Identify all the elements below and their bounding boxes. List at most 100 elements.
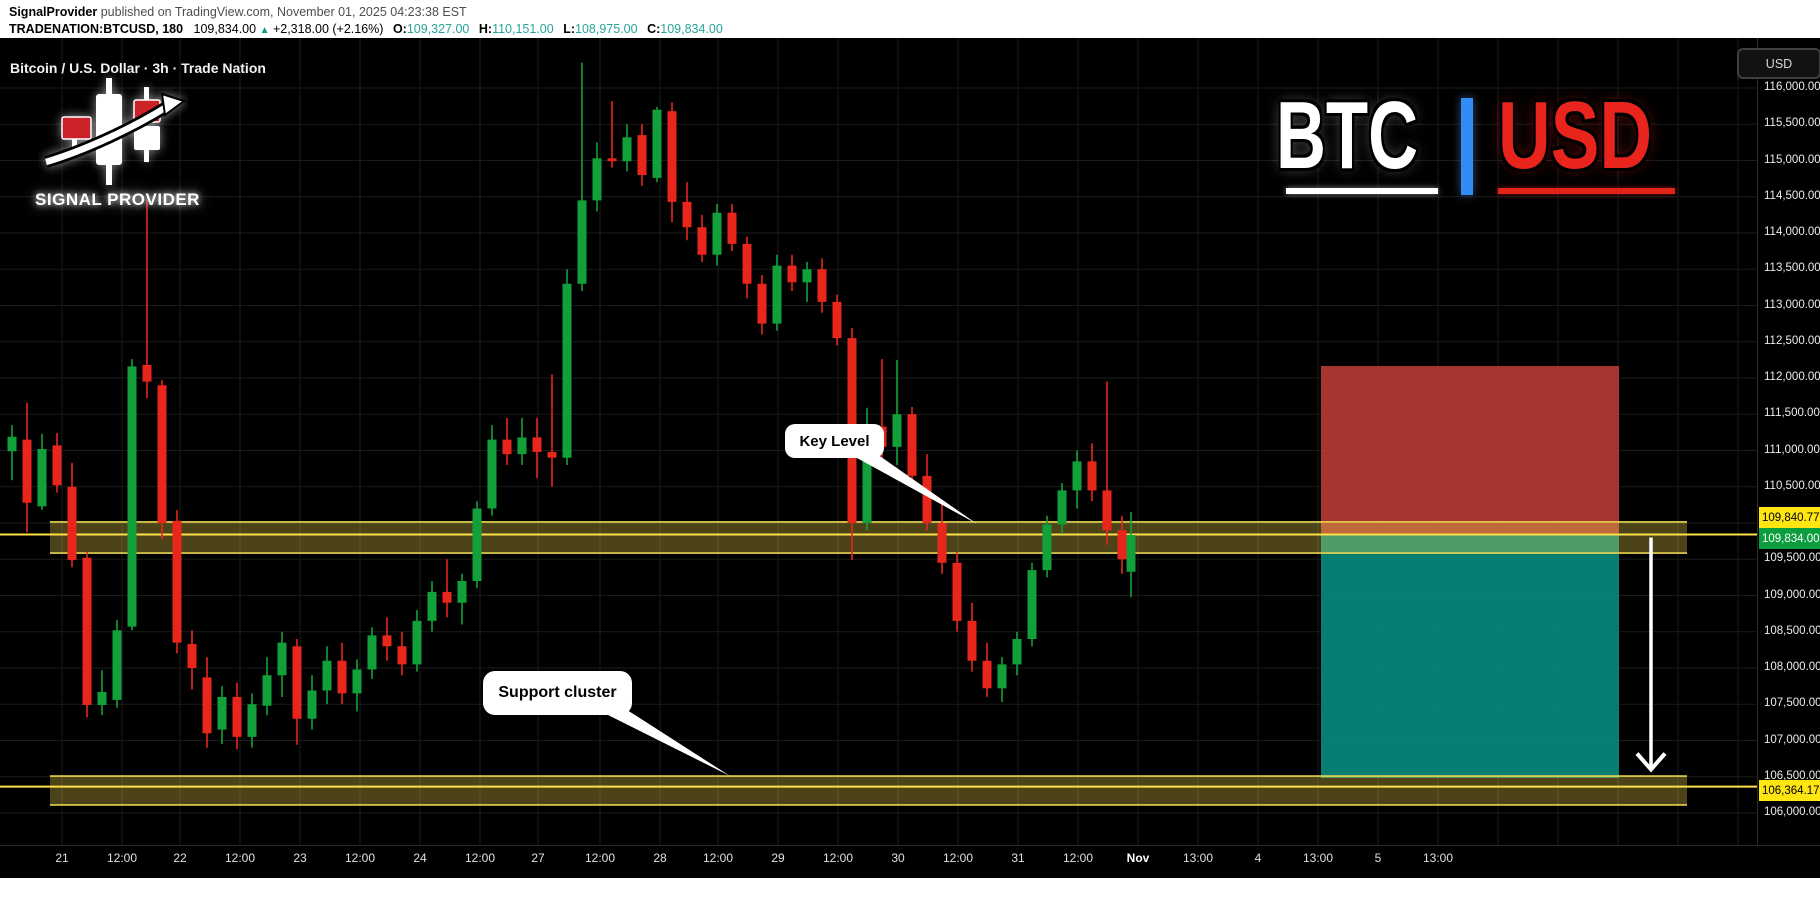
candle-body [142,364,152,382]
snapshot-header: SignalProvider published on TradingView.… [0,0,1820,38]
support-cluster-callout[interactable]: Support cluster [483,671,632,715]
symbol-watermark: BTC USD [1276,88,1675,195]
time-axis-label: 12:00 [464,851,496,865]
candle-body [217,697,227,730]
currency-unit-button[interactable]: USD [1737,48,1820,79]
support-cluster-zone[interactable] [50,776,1687,805]
signal-provider-wordmark: SIGNAL PROVIDER [35,190,200,209]
price-axis-label: 111,500.00 [1764,407,1820,420]
candle-body [607,158,617,162]
symbol-name[interactable]: TRADENATION:BTCUSD, 180 [9,22,184,36]
time-axis-label: 22 [173,851,187,865]
candle-body [187,644,197,669]
price-axis-label: 113,500.00 [1764,262,1820,275]
high-value: 110,151.00 [492,22,554,36]
candle-body [367,635,377,670]
price-change: +2,318.00 (+2.16%) [272,22,384,36]
current-price-label: 109,834.00 [1759,528,1820,549]
short-direction-arrow[interactable] [1635,537,1667,773]
candle-body [727,212,737,244]
time-axis-label: 28 [653,851,667,865]
time-axis-label: 12:00 [224,851,256,865]
candle-body [952,562,962,621]
candle-body [7,436,17,452]
close-value: 109,834.00 [660,22,723,36]
candle-body [262,675,272,706]
reward-zone-box[interactable] [1321,534,1619,778]
open-value: 109,327.00 [406,22,470,36]
price-axis-label: 110,500.00 [1764,479,1820,492]
candle-body [697,227,707,255]
candle-body [1057,490,1067,525]
candle-body [157,385,167,524]
price-axis-label: 111,000.00 [1764,443,1820,456]
candle-body [622,137,632,162]
candle-body [862,426,872,524]
time-axis-label: 27 [531,851,545,865]
candle-body [37,449,47,507]
drawing-price-label: 109,840.77 [1759,507,1820,528]
time-axis-label: 13:00 [1422,851,1454,865]
watermark-quote-currency: USD [1498,82,1653,189]
time-axis-label: 13:00 [1182,851,1214,865]
time-axis-label: 12:00 [584,851,616,865]
candles-group [7,62,1136,750]
price-axis-label: 109,500.00 [1764,552,1820,565]
candle-body [472,508,482,582]
candle-body [172,520,182,643]
candle-body [592,158,602,201]
candle-body [1072,461,1082,491]
low-label: L: [563,22,576,36]
candle-body [457,581,467,603]
open-label: O: [392,22,407,36]
low-value: 108,975.00 [575,22,638,36]
candle-body [922,475,932,524]
price-axis-label: 114,500.00 [1764,189,1820,202]
candle-body [52,445,62,486]
candle-body [352,669,362,694]
time-axis-label: Nov [1126,851,1150,865]
candle-body [1117,530,1127,560]
callout-tail [594,708,730,776]
candle-body [652,109,662,178]
time-axis-label: 29 [771,851,785,865]
candle-body [997,664,1007,689]
time-axis-label: 5 [1374,851,1382,865]
candle-body [67,486,77,560]
candle-body [1027,570,1037,640]
candle-body [802,269,812,283]
time-axis-label: 24 [413,851,427,865]
candle-body [547,451,557,458]
candle-body [247,704,257,737]
publish-details: published on TradingView.com, November 0… [97,5,467,19]
chart-title: Bitcoin / U.S. Dollar · 3h · Trade Natio… [10,60,266,76]
price-axis-label: 106,500.00 [1764,769,1820,782]
candle-body [487,439,497,509]
candle-body [232,697,242,737]
symbol-info-bar: TRADENATION:BTCUSD, 180 109,834.00 ▲ +2,… [9,22,723,36]
risk-zone-box[interactable] [1321,366,1619,535]
time-axis-label: 12:00 [702,851,734,865]
time-axis-label: 12:00 [822,851,854,865]
candle-body [772,265,782,324]
price-axis-label: 113,000.00 [1764,298,1820,311]
candle-body [982,660,992,689]
price-axis-label: 115,500.00 [1764,117,1820,130]
candle-body [937,523,947,563]
time-axis-label: 30 [891,851,905,865]
candle-body [382,635,392,647]
candle-body [202,677,212,734]
candle-body [277,642,287,676]
candle-body [892,414,902,447]
key-level-callout[interactable]: Key Level [785,424,884,458]
key-level-zone[interactable] [50,521,1687,554]
price-axis-label: 115,000.00 [1764,153,1820,166]
candle-body [82,557,92,705]
candle-body [712,212,722,255]
price-axis-label: 114,000.00 [1764,226,1820,238]
watermark-usd-underline [1498,188,1675,194]
candle-body [967,620,977,661]
time-axis-label: 4 [1254,851,1262,865]
time-axis-label: 21 [55,851,69,865]
